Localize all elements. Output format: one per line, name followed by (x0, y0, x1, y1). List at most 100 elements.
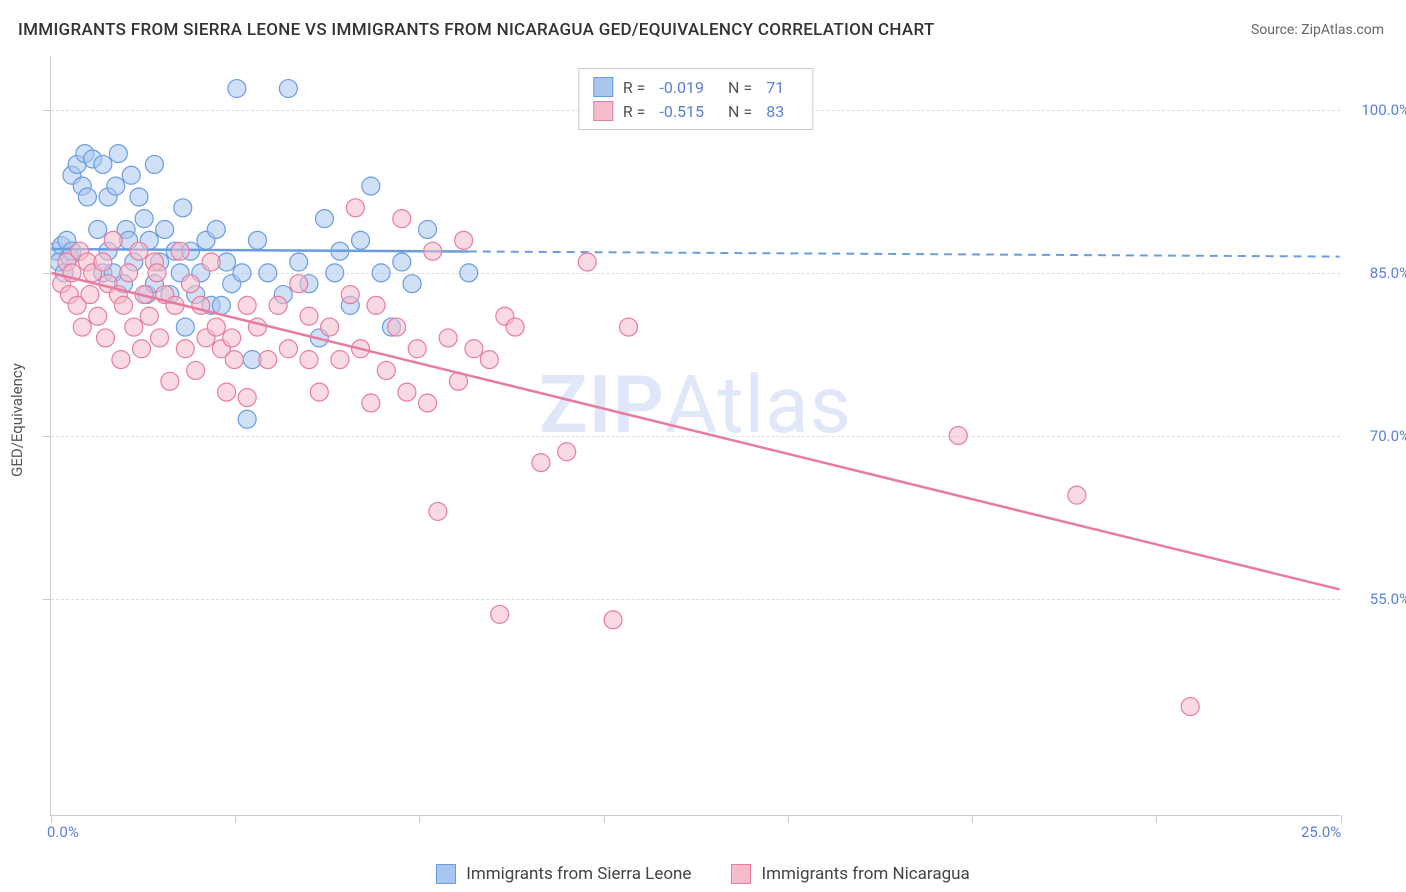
data-point (321, 318, 339, 336)
legend-item-series-1: Immigrants from Sierra Leone (436, 864, 691, 884)
data-point (212, 296, 230, 314)
data-point (133, 340, 151, 358)
data-point (145, 155, 163, 173)
y-tick (43, 599, 51, 600)
n-label: N = (728, 78, 752, 97)
data-point (233, 264, 251, 282)
data-point (604, 611, 622, 629)
data-point (279, 340, 297, 358)
data-point (398, 383, 416, 401)
y-tick (43, 110, 51, 111)
data-point (315, 210, 333, 228)
data-point (238, 389, 256, 407)
data-point (125, 318, 143, 336)
data-point (326, 264, 344, 282)
x-tick (51, 815, 52, 823)
x-tick-label: 0.0% (47, 823, 79, 841)
data-point (81, 286, 99, 304)
chart-title: IMMIGRANTS FROM SIERRA LEONE VS IMMIGRAN… (18, 20, 935, 40)
data-point (202, 253, 220, 271)
stats-legend: R = -0.019 N = 71 R = -0.515 N = 83 (578, 68, 813, 130)
legend-label-series-2: Immigrants from Nicaragua (761, 864, 969, 884)
swatch-series-1 (593, 77, 613, 97)
data-point (506, 318, 524, 336)
data-point (115, 296, 133, 314)
legend-label-series-1: Immigrants from Sierra Leone (466, 864, 691, 884)
n-value-series-1: 71 (766, 78, 784, 97)
data-point (480, 351, 498, 369)
data-point (120, 264, 138, 282)
x-tick (1156, 815, 1157, 823)
regression-line (51, 273, 1339, 590)
stats-row-series-1: R = -0.019 N = 71 (593, 75, 798, 99)
source-attribution: Source: ZipAtlas.com (1251, 22, 1384, 38)
data-point (460, 264, 478, 282)
data-point (151, 329, 169, 347)
data-point (104, 231, 122, 249)
data-point (135, 210, 153, 228)
data-point (310, 383, 328, 401)
data-point (73, 318, 91, 336)
y-tick-label: 85.0% (1370, 264, 1406, 282)
data-point (269, 296, 287, 314)
swatch-series-2 (731, 864, 751, 884)
data-point (1181, 698, 1199, 716)
data-point (393, 253, 411, 271)
swatch-series-2 (593, 101, 613, 121)
data-point (290, 275, 308, 293)
regression-line-extrapolated (469, 251, 1340, 256)
data-point (207, 318, 225, 336)
data-point (228, 80, 246, 98)
data-point (207, 220, 225, 238)
y-tick-label: 55.0% (1370, 590, 1406, 608)
y-tick-label: 70.0% (1370, 427, 1406, 445)
data-point (94, 155, 112, 173)
data-point (377, 361, 395, 379)
data-point (107, 177, 125, 195)
data-point (620, 318, 638, 336)
data-point (393, 210, 411, 228)
data-point (372, 264, 390, 282)
x-tick (788, 815, 789, 823)
data-point (279, 80, 297, 98)
data-point (89, 307, 107, 325)
data-point (259, 264, 277, 282)
data-point (122, 166, 140, 184)
x-tick-label: 25.0% (1301, 823, 1341, 841)
series-legend: Immigrants from Sierra Leone Immigrants … (0, 864, 1406, 884)
data-point (331, 351, 349, 369)
data-point (465, 340, 483, 358)
data-point (419, 220, 437, 238)
data-point (949, 427, 967, 445)
data-point (424, 242, 442, 260)
r-value-series-2: -0.515 (659, 102, 704, 121)
data-point (578, 253, 596, 271)
data-point (558, 443, 576, 461)
data-point (130, 242, 148, 260)
r-value-series-1: -0.019 (659, 78, 704, 97)
data-point (300, 307, 318, 325)
data-point (341, 286, 359, 304)
data-point (388, 318, 406, 336)
chart-plot-area: ZIPAtlas R = -0.019 N = 71 R = -0.515 N … (50, 56, 1340, 816)
data-point (140, 307, 158, 325)
data-point (176, 340, 194, 358)
r-label: R = (623, 102, 646, 121)
data-point (455, 231, 473, 249)
data-point (429, 502, 447, 520)
x-tick (419, 815, 420, 823)
n-label: N = (728, 102, 752, 121)
data-point (532, 454, 550, 472)
data-point (300, 351, 318, 369)
data-point (187, 361, 205, 379)
data-point (148, 264, 166, 282)
data-point (1068, 486, 1086, 504)
data-point (94, 253, 112, 271)
y-tick (43, 273, 51, 274)
data-point (238, 296, 256, 314)
data-point (96, 329, 114, 347)
swatch-series-1 (436, 864, 456, 884)
data-point (439, 329, 457, 347)
data-point (419, 394, 437, 412)
data-point (181, 275, 199, 293)
